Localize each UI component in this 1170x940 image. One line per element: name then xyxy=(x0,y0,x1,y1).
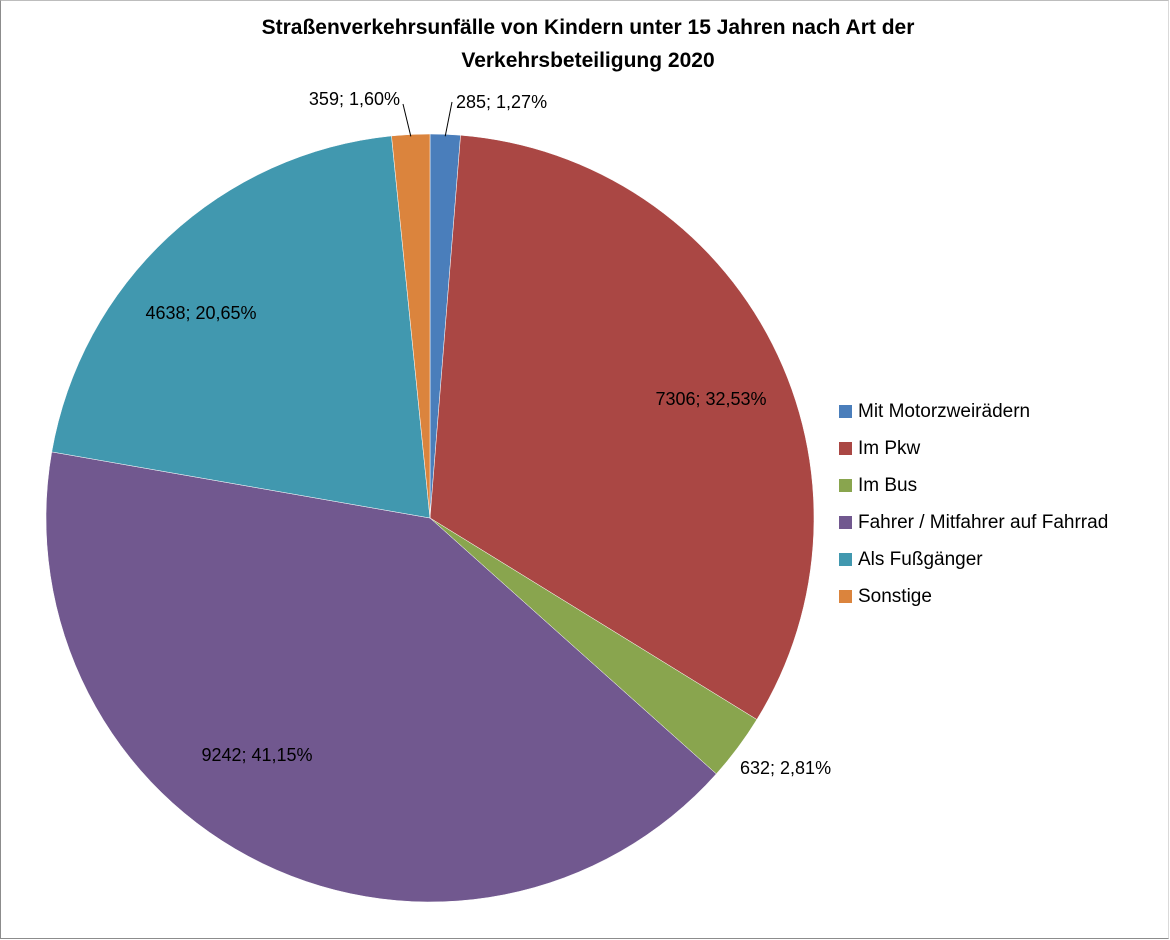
legend-swatch-sonstige xyxy=(839,590,852,603)
legend-label-fahrer-mitfahrer-auf-fahrrad: Fahrer / Mitfahrer auf Fahrrad xyxy=(858,512,1108,533)
legend-label-im-bus: Im Bus xyxy=(858,475,917,496)
leader-line-mit-motorzweiraedern xyxy=(444,101,453,137)
legend-label-als-fussgaenger: Als Fußgänger xyxy=(858,549,983,570)
pie-slice-fahrer-mitfahrer-auf-fahrrad xyxy=(45,451,717,903)
data-label-mit-motorzweiraedern: 285; 1,27% xyxy=(456,92,547,112)
legend-label-sonstige: Sonstige xyxy=(858,586,932,607)
pie-slice-im-pkw xyxy=(429,134,815,720)
leader-line-sonstige xyxy=(402,103,412,137)
data-label-im-bus: 632; 2,81% xyxy=(740,758,831,778)
legend: Mit Motorzweirädern Im Pkw Im Bus Fahrer /… xyxy=(839,401,1108,607)
pie-slice-als-fussgaenger xyxy=(51,135,431,519)
data-labels: 285; 1,27% 7306; 32,53% 632; 2,81% 9242; 41… xyxy=(145,89,831,778)
chart-title-line-1: Straßenverkehrsunfälle von Kindern unter… xyxy=(262,16,915,39)
legend-label-im-pkw: Im Pkw xyxy=(858,438,921,459)
legend-swatch-im-pkw xyxy=(839,442,852,455)
chart-title-line-2: Verkehrsbeteiligung 2020 xyxy=(461,49,714,72)
data-label-sonstige: 359; 1,60% xyxy=(309,89,400,109)
chart-title: Straßenverkehrsunfälle von Kindern unter… xyxy=(262,16,915,72)
pie-slices xyxy=(45,133,815,903)
legend-swatch-mit-motorzweiraedern xyxy=(839,405,852,418)
data-label-im-pkw: 7306; 32,53% xyxy=(655,389,766,409)
leader-lines xyxy=(402,101,453,137)
data-label-als-fussgaenger: 4638; 20,65% xyxy=(145,303,256,323)
legend-label-mit-motorzweiraedern: Mit Motorzweirädern xyxy=(858,401,1030,422)
legend-swatch-im-bus xyxy=(839,479,852,492)
legend-swatch-als-fussgaenger xyxy=(839,553,852,566)
legend-swatch-fahrer-mitfahrer-auf-fahrrad xyxy=(839,516,852,529)
data-label-fahrer-mitfahrer-auf-fahrrad: 9242; 41,15% xyxy=(201,745,312,765)
